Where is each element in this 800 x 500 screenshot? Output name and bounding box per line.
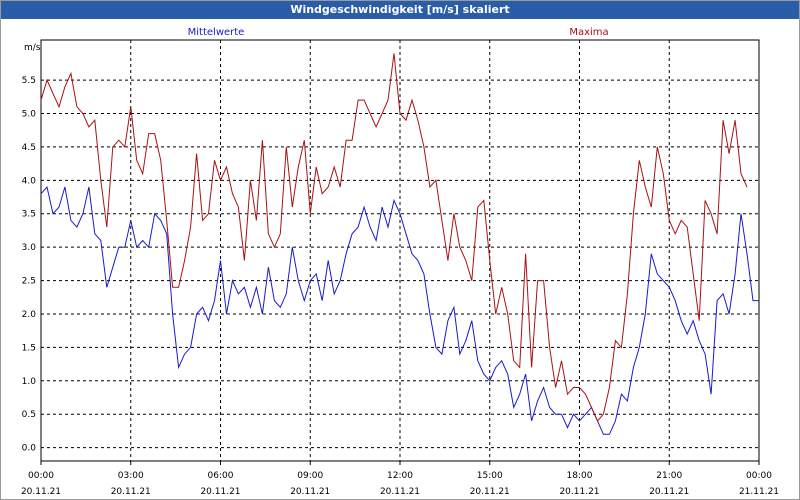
y-tick-label: 4.5 [22,143,36,153]
x-tick-date: 20.11.21 [649,487,689,497]
series-lines [40,53,759,435]
y-tick-label: 1.0 [22,377,37,387]
x-tick-date: 20.11.21 [290,487,330,497]
x-tick-time: 21:00 [656,471,682,481]
y-tick-label: 2.0 [22,310,37,320]
y-axis-unit-label: m/s [24,43,41,53]
x-tick-time: 18:00 [567,471,593,481]
y-axis-ticks: 0.0 0.5 1.0 1.5 2.0 2.5 3.0 3.5 4.0 4.5 5.0 5.5 [22,76,37,454]
chart-title: Windgeschwindigkeit [m/s] skaliert [1,1,799,19]
y-tick-label: 3.5 [22,210,36,220]
x-tick-time: 03:00 [118,471,144,481]
y-tick-label: 5.0 [22,110,37,120]
x-tick-time: 12:00 [387,471,413,481]
y-tick-label: 0.0 [22,444,37,454]
x-tick-date: 20.11.21 [470,487,510,497]
grid-lines [41,40,759,461]
y-tick-label: 0.5 [22,410,36,420]
y-tick-label: 5.5 [22,76,36,86]
legend-maxima: Maxima [569,27,608,38]
y-tick-label: 3.0 [22,243,37,253]
y-tick-label: 2.5 [22,277,36,287]
x-tick-date: 21.11.21 [739,487,779,497]
series-line-mittelwerte [40,185,759,435]
x-tick-time: 00:00 [28,471,54,481]
x-tick-time: 00:00 [746,471,772,481]
series-line-maxima [40,53,748,422]
x-tick-date: 20.11.21 [200,487,240,497]
legend-mittelwerte: Mittelwerte [188,27,245,38]
x-tick-date: 20.11.21 [111,487,151,497]
x-tick-time: 15:00 [477,471,503,481]
x-axis-ticks: 00:00 20.11.21 03:00 20.11.21 06:00 20.11.21 0… [21,461,779,497]
x-tick-date: 20.11.21 [559,487,599,497]
x-tick-date: 20.11.21 [21,487,61,497]
x-tick-date: 20.11.21 [380,487,420,497]
y-tick-label: 4.0 [22,176,37,186]
y-tick-label: 1.5 [22,343,36,353]
x-tick-time: 09:00 [297,471,323,481]
x-tick-time: 06:00 [208,471,234,481]
